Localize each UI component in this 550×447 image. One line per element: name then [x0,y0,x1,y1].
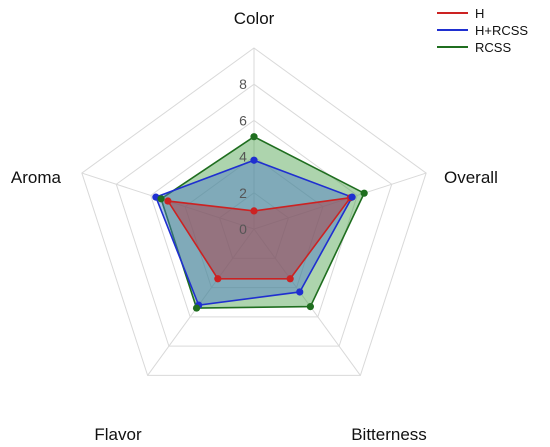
grid-ring [81,47,427,376]
data-point-h [286,275,294,283]
series-layer [152,133,368,312]
axis-label-aroma: Aroma [11,168,62,187]
data-point-h [164,197,172,205]
legend-label-rcss: RCSS [475,40,511,55]
data-point-h-rcss [296,288,304,296]
data-point-h [214,275,222,283]
series-area-h-rcss [154,159,354,307]
grid-ring [218,192,290,259]
data-point-rcss [250,133,258,141]
legend: H H+RCSS RCSS [437,6,528,55]
axis-label-layer: Color Overall Bitterness Flavor Aroma [11,9,498,444]
axis-label-overall: Overall [444,168,498,187]
grid-spoke [253,172,427,230]
series-area-rcss [160,135,366,309]
tick-label: 2 [239,185,247,201]
axis-label-bitterness: Bitterness [351,425,427,444]
tick-label: 0 [239,221,247,237]
legend-label-h-rcss: H+RCSS [475,23,528,38]
grid-ring [115,83,393,347]
tick-label: 4 [239,149,247,165]
grid-ring [184,155,324,289]
data-point-h-rcss [348,193,356,201]
grid-spoke [253,228,361,376]
legend-label-h: H [475,6,484,21]
data-point-rcss [306,303,314,311]
data-point-rcss [157,195,165,203]
axis-label-flavor: Flavor [94,425,142,444]
series-area-h [166,196,353,280]
tick-label: 8 [239,76,247,92]
data-point-h-rcss [250,156,258,164]
axis-label-color: Color [234,9,275,28]
grid-ring [150,119,358,318]
data-point-rcss [360,189,368,197]
tick-label: 6 [239,112,247,128]
data-point-h [250,207,258,215]
data-point-rcss [192,304,201,312]
tick-layer: 0 2 4 6 8 [239,76,247,237]
grid-spoke [147,228,255,376]
